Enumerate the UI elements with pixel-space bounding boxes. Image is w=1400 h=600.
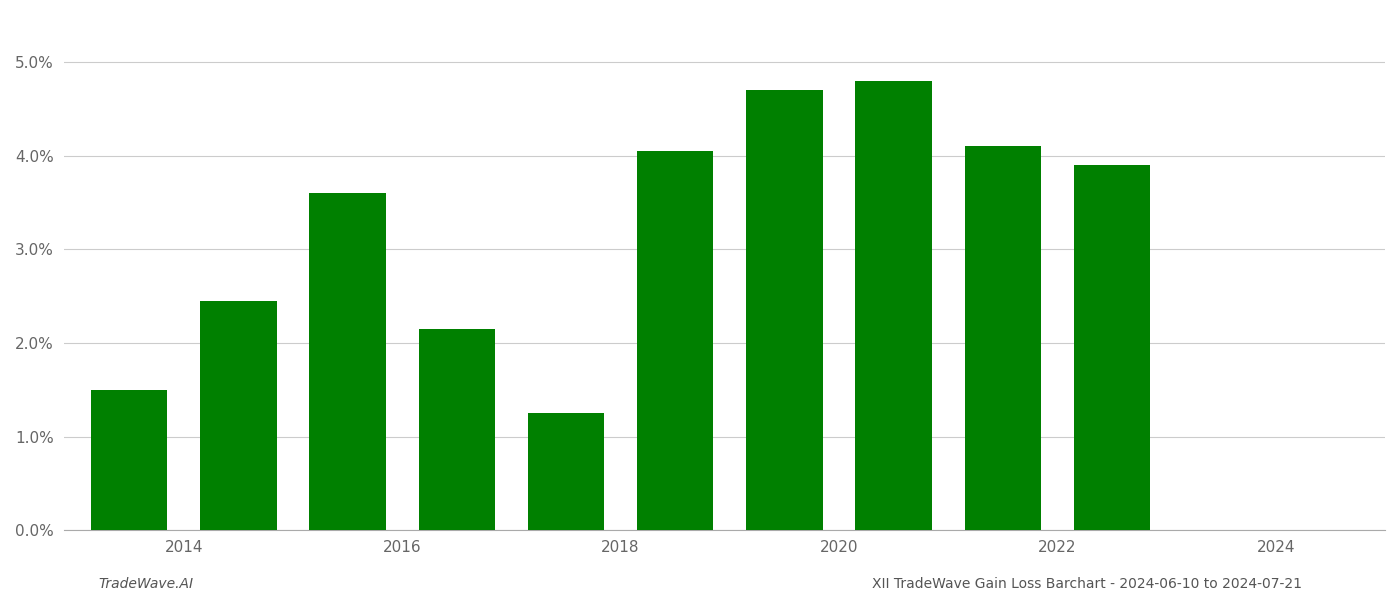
Bar xyxy=(746,90,823,530)
Bar xyxy=(309,193,386,530)
Bar xyxy=(1074,165,1151,530)
Bar xyxy=(637,151,714,530)
Text: TradeWave.AI: TradeWave.AI xyxy=(98,577,193,591)
Bar xyxy=(528,413,605,530)
Bar xyxy=(419,329,496,530)
Text: XII TradeWave Gain Loss Barchart - 2024-06-10 to 2024-07-21: XII TradeWave Gain Loss Barchart - 2024-… xyxy=(872,577,1302,591)
Bar xyxy=(91,390,168,530)
Bar xyxy=(200,301,277,530)
Bar xyxy=(965,146,1042,530)
Bar xyxy=(855,80,932,530)
